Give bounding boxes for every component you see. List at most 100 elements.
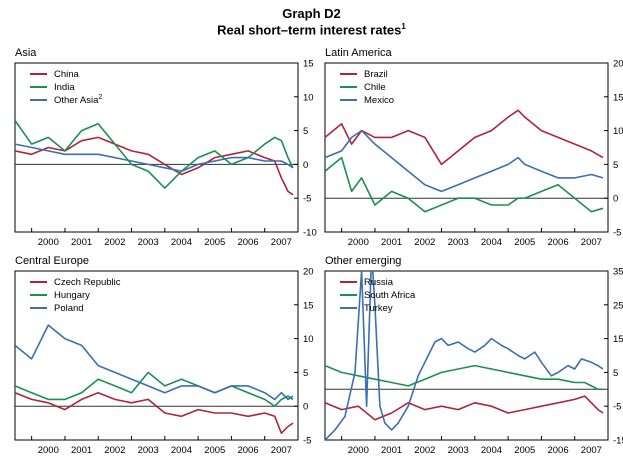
y-tick-label: -5 xyxy=(303,194,311,205)
x-tick-label: 2005 xyxy=(204,445,225,456)
legend-text: China xyxy=(54,69,80,80)
x-tick-label: 2003 xyxy=(138,445,159,456)
series-line-chile xyxy=(325,156,604,213)
x-tick-label: 2002 xyxy=(104,237,125,248)
graph-number: Graph D2 xyxy=(282,6,341,21)
series-line-mexico xyxy=(325,129,604,193)
x-tick-label: 2002 xyxy=(104,445,125,456)
y-tick-label: 35 xyxy=(613,267,623,278)
legend-text: Hungary xyxy=(54,290,90,301)
series-line-poland xyxy=(15,324,294,401)
x-tick-label: 2003 xyxy=(448,445,469,456)
legend-text: India xyxy=(54,82,75,93)
legend-text: Czech Republic xyxy=(54,277,121,288)
y-tick-label: 10 xyxy=(303,92,314,103)
legend-text: Turkey xyxy=(364,303,393,314)
x-tick-label: 2006 xyxy=(237,445,258,456)
x-tick-label: 2000 xyxy=(38,445,59,456)
panel-other-emerging: Other emerging -15 -5 5 15 25 35 2000 2001 2002 20… xyxy=(324,255,623,456)
y-tick-label: 0 xyxy=(613,194,618,205)
series-line-brazil xyxy=(325,109,604,166)
legend-label-chile: Chile xyxy=(364,82,386,93)
y-tick-label: 25 xyxy=(613,300,623,311)
x-tick-label: 2004 xyxy=(171,237,192,248)
legend-label-hungary: Hungary xyxy=(54,290,90,301)
x-tick-label: 2003 xyxy=(448,237,469,248)
legend-label-turkey: Turkey xyxy=(364,303,393,314)
legend-label-russia: Russia xyxy=(364,277,394,288)
y-tick-label: 15 xyxy=(613,92,623,103)
x-tick-label: 2005 xyxy=(514,237,535,248)
graph-title-footnote: 1 xyxy=(401,22,406,31)
x-tick-label: 2006 xyxy=(547,237,568,248)
y-tick-label: -10 xyxy=(303,228,317,239)
x-tick-label: 2004 xyxy=(171,445,192,456)
legend-text: Mexico xyxy=(364,95,394,106)
legend-text: Brazil xyxy=(364,69,388,80)
panel-title: Other emerging xyxy=(325,255,401,267)
x-tick-label: 2001 xyxy=(381,237,402,248)
x-tick-label: 2004 xyxy=(481,445,502,456)
panel-central-europe: Central Europe -5 0 5 10 15 20 2000 2001 2002 2003… xyxy=(14,255,314,456)
y-tick-label: 15 xyxy=(303,300,314,311)
y-tick-label: 5 xyxy=(613,368,618,379)
legend-label-poland: Poland xyxy=(54,303,84,314)
x-tick-label: 2004 xyxy=(481,237,502,248)
legend-text: Other Asia xyxy=(54,95,99,106)
x-tick-label: 2005 xyxy=(204,237,225,248)
graph-title: Real short–term interest rates1 xyxy=(0,22,623,37)
y-tick-label: 5 xyxy=(613,160,618,171)
x-tick-label: 2001 xyxy=(381,445,402,456)
series-line-russia xyxy=(325,395,604,421)
y-tick-label: -5 xyxy=(613,228,621,239)
series-line-czech-republic xyxy=(15,391,294,435)
y-tick-label: -5 xyxy=(303,436,311,447)
legend-text: South Africa xyxy=(364,290,416,301)
y-tick-label: -15 xyxy=(613,436,623,447)
y-tick-label: -5 xyxy=(613,402,621,413)
y-tick-label: 15 xyxy=(613,334,623,345)
y-tick-label: 15 xyxy=(303,59,314,70)
legend-text: Poland xyxy=(54,303,84,314)
y-tick-label: 10 xyxy=(613,126,623,137)
series-line-south-africa xyxy=(325,364,603,391)
series-line-other-asia xyxy=(15,143,294,172)
x-tick-label: 2002 xyxy=(414,445,435,456)
legend-label-other-asia: Other Asia2 xyxy=(54,94,102,106)
x-tick-label: 2000 xyxy=(348,445,369,456)
series-line-india xyxy=(15,120,294,189)
y-tick-label: 10 xyxy=(303,334,314,345)
legend-label-south-africa: South Africa xyxy=(364,290,416,301)
y-tick-label: 5 xyxy=(303,368,308,379)
legend-label-czech-republic: Czech Republic xyxy=(54,277,121,288)
x-tick-label: 2001 xyxy=(71,237,92,248)
x-tick-label: 2002 xyxy=(414,237,435,248)
x-tick-label: 2000 xyxy=(348,237,369,248)
y-tick-label: 20 xyxy=(303,267,314,278)
panel-asia: Asia -10 -5 0 5 10 15 2000 2001 2002 2003 2004 2005 2… xyxy=(14,47,317,248)
plot-frame xyxy=(14,270,299,441)
plot-frame xyxy=(324,270,609,441)
legend-label-india: India xyxy=(54,82,75,93)
x-tick-label: 2003 xyxy=(138,237,159,248)
legend-text: Russia xyxy=(364,277,394,288)
graph-title-text: Real short–term interest rates xyxy=(217,22,402,38)
legend-label-china: China xyxy=(54,69,80,80)
x-tick-label: 2007 xyxy=(271,445,292,456)
series-line-turkey xyxy=(325,271,604,440)
legend-text: Chile xyxy=(364,82,386,93)
y-tick-label: 5 xyxy=(303,126,308,137)
panel-title: Asia xyxy=(15,47,37,59)
legend-label-mexico: Mexico xyxy=(364,95,394,106)
x-tick-label: 2006 xyxy=(237,237,258,248)
x-tick-label: 2006 xyxy=(547,445,568,456)
x-tick-label: 2000 xyxy=(38,237,59,248)
plot-frame xyxy=(324,62,609,233)
panel-title: Central Europe xyxy=(15,255,89,267)
y-tick-label: 20 xyxy=(613,59,623,70)
panel-title: Latin America xyxy=(325,47,393,59)
x-tick-label: 2007 xyxy=(581,445,602,456)
x-tick-label: 2005 xyxy=(514,445,535,456)
x-tick-label: 2007 xyxy=(271,237,292,248)
